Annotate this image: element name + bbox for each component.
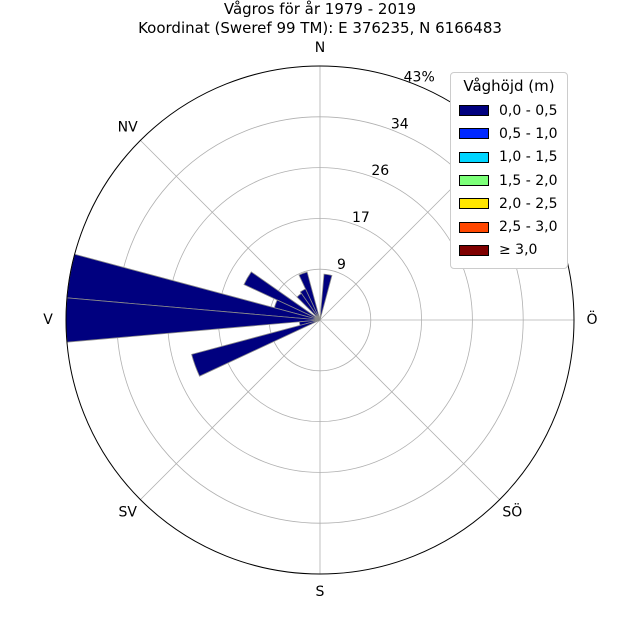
direction-label: SV [118,504,137,520]
legend-entry: 0,0 - 0,5 [457,99,561,122]
legend-entry: 2,5 - 3,0 [457,215,561,238]
legend-label: 0,5 - 1,0 [499,125,558,142]
radial-tick-labels: 9 17 26 34 43% [337,69,435,273]
legend-swatch [459,221,489,233]
grid-spoke [140,140,321,321]
legend-swatch [459,244,489,256]
legend-label: 1,5 - 2,0 [499,172,558,189]
legend: Våghöjd (m) 0,0 - 0,5 0,5 - 1,0 1,0 - 1,5 1… [450,72,568,270]
legend-swatch [459,105,489,117]
grid-spoke [140,319,321,500]
radial-tick-label: 43% [404,69,435,85]
wave-bar [299,288,321,321]
legend-swatch [459,175,489,187]
legend-entry: 2,0 - 2,5 [457,192,561,215]
wave-bar [296,292,321,321]
legend-entry: 1,5 - 2,0 [457,169,561,192]
polar-frame [65,65,575,575]
direction-label: SÖ [502,502,522,520]
direction-label: NV [118,120,138,136]
radial-tick-label: 26 [371,163,389,179]
legend-label: 0,0 - 0,5 [499,102,558,119]
legend-entry: 1,0 - 1,5 [457,146,561,169]
direction-label: N [315,40,325,56]
radial-tick-label: 9 [337,257,346,273]
legend-swatch [459,128,489,140]
legend-label: 2,5 - 3,0 [499,219,558,236]
radial-tick-label: 34 [391,116,409,132]
direction-label: V [43,312,53,328]
legend-entry: ≥ 3,0 [457,239,561,262]
wave-bar [243,271,321,321]
direction-label: Ö [586,310,597,328]
chart-title: Vågros för år 1979 - 2019 [223,0,417,18]
wave-bar [191,319,321,377]
wave-bars [65,253,333,377]
legend-entry: 0,5 - 1,0 [457,122,561,145]
legend-title: Våghöjd (m) [463,77,555,95]
legend-swatch [459,198,489,210]
chart-subtitle: Koordinat (Sweref 99 TM): E 376235, N 61… [138,19,502,37]
legend-label: 1,0 - 1,5 [499,149,558,166]
chart-title-block: Vågros för år 1979 - 2019 Koordinat (Swe… [0,0,640,38]
radial-tick-label: 17 [352,210,370,226]
legend-swatch [459,151,489,163]
legend-entries: 0,0 - 0,5 0,5 - 1,0 1,0 - 1,5 1,5 - 2,0 2,0 … [457,99,561,262]
grid-spoke [319,319,500,500]
wave-bar [319,273,333,321]
legend-label: ≥ 3,0 [499,242,538,259]
legend-label: 2,0 - 2,5 [499,195,558,212]
direction-label: S [316,584,325,600]
